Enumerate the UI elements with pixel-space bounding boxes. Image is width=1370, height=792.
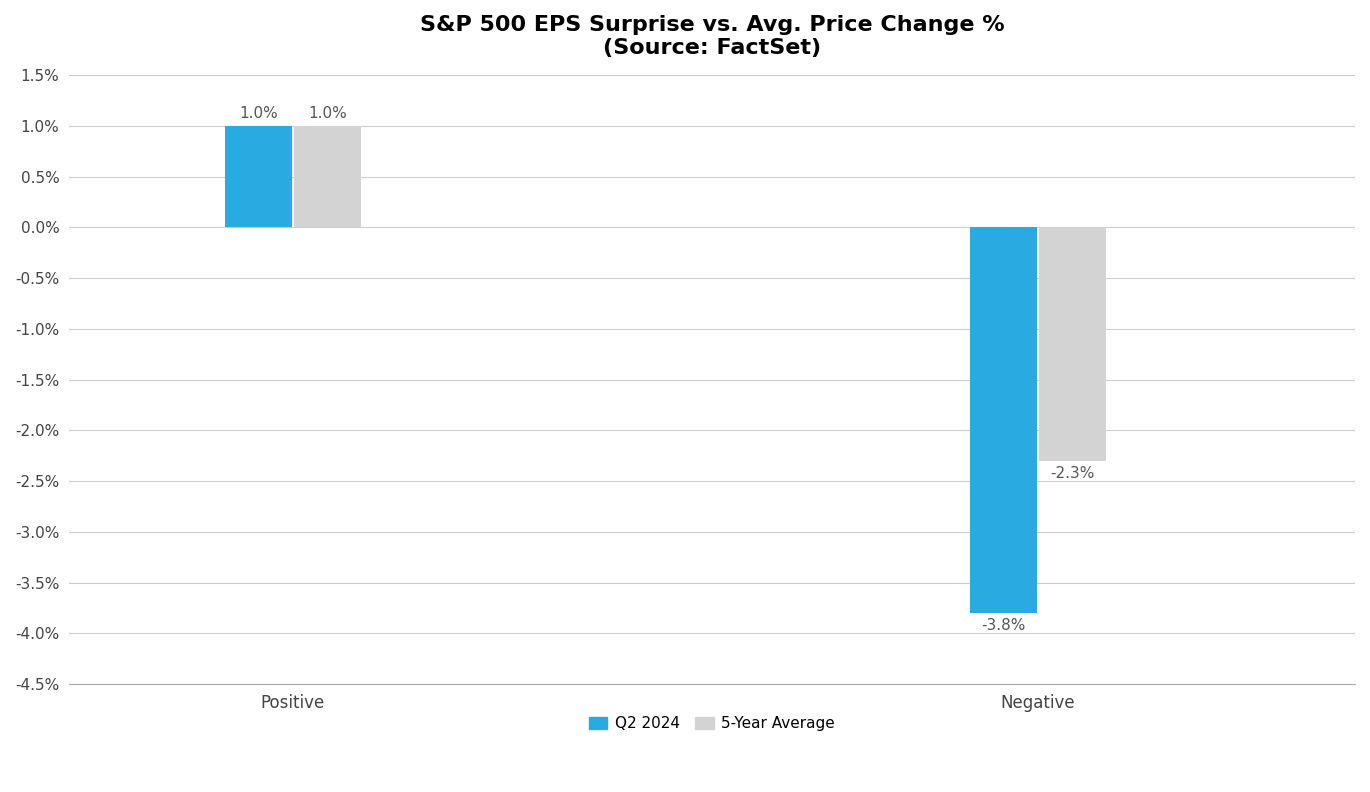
Text: -3.8%: -3.8%: [981, 618, 1026, 633]
Text: 1.0%: 1.0%: [308, 105, 347, 120]
Bar: [293, 126, 360, 227]
Bar: [225, 126, 292, 227]
Bar: [1038, 227, 1106, 461]
Text: -2.3%: -2.3%: [1051, 466, 1095, 481]
Title: S&P 500 EPS Surprise vs. Avg. Price Change %
(Source: FactSet): S&P 500 EPS Surprise vs. Avg. Price Chan…: [419, 15, 1004, 58]
Legend: Q2 2024, 5-Year Average: Q2 2024, 5-Year Average: [584, 710, 841, 737]
Bar: [970, 227, 1037, 613]
Text: 1.0%: 1.0%: [238, 105, 278, 120]
